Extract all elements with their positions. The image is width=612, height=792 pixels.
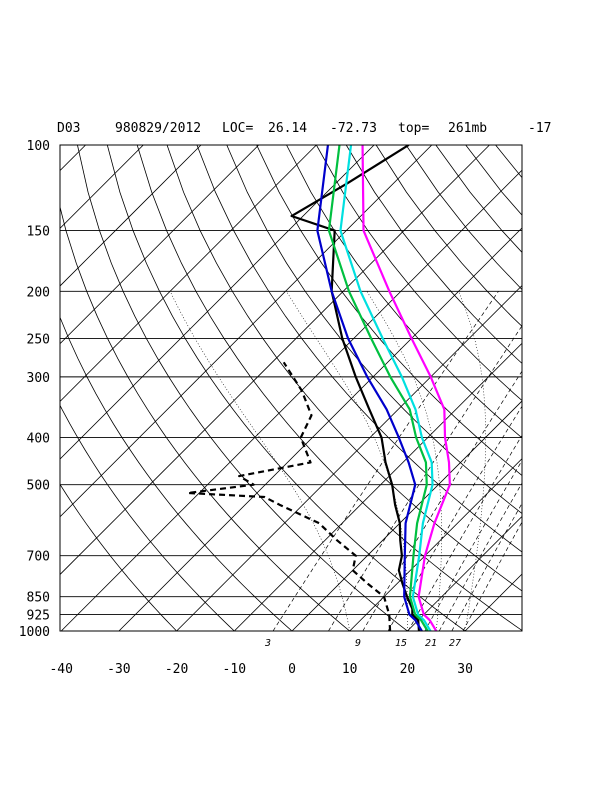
- mixing-ratio-line: [462, 521, 522, 631]
- isotherm-line: [176, 285, 522, 631]
- plot-frame: [59, 144, 523, 632]
- moist-adiabat-line: [458, 291, 486, 631]
- mixing-ratio-label: 3: [264, 638, 271, 649]
- pressure-tick-label: 300: [27, 371, 50, 386]
- isotherm-line: [291, 400, 522, 631]
- pressure-tick-label: 700: [27, 550, 50, 565]
- dry-adiabat-line: [495, 145, 522, 179]
- isotherm-line: [60, 169, 522, 631]
- moist-adiabat-line: [169, 291, 350, 631]
- isotherm-line: [60, 145, 259, 345]
- isotherm-line: [60, 145, 490, 576]
- isotherm-line: [60, 145, 375, 460]
- mixing-ratio-line: [328, 325, 522, 631]
- pressure-tick-label: 250: [27, 332, 50, 347]
- isobars: [60, 144, 522, 632]
- longitude-value: -72.73: [330, 121, 377, 136]
- dry-adiabat-line: [435, 145, 522, 253]
- dry-adiabat-line: [405, 145, 522, 291]
- dry-adiabat-line: [585, 145, 612, 631]
- isotherm-line: [349, 458, 522, 631]
- temperature-axis-labels: -40 -30 -20 -10 0 10 20 30: [49, 662, 472, 677]
- isotherm-line: [60, 145, 317, 402]
- dry-adiabat-line: [525, 145, 612, 631]
- isotherm-line: [407, 515, 522, 631]
- mixing-ratio-line: [424, 459, 522, 631]
- top-value: 261mb: [448, 121, 487, 136]
- extra-value: -17: [528, 121, 551, 136]
- pressure-tick-label: 1000: [19, 625, 50, 640]
- pressure-tick-label: 150: [27, 225, 50, 240]
- isotherm-line: [118, 227, 522, 631]
- dry-adiabat-line: [106, 145, 466, 631]
- isotherm-line: [60, 145, 433, 518]
- isotherm-line: [464, 573, 522, 631]
- moist-adiabat-line: [366, 291, 442, 631]
- mixing-ratio-line: [387, 405, 522, 631]
- dry-adiabat-line: [60, 316, 293, 631]
- temperature-tick-label: -40: [49, 662, 72, 677]
- loc-label: LOC=: [222, 121, 253, 136]
- isotherm-line: [60, 145, 202, 287]
- pressure-tick-label: 100: [27, 139, 50, 154]
- sounding-trace-0: [290, 145, 421, 631]
- sounding-trace-2: [361, 145, 451, 631]
- temperature-tick-label: -30: [107, 662, 130, 677]
- dry-adiabat-line: [345, 145, 522, 364]
- sounding-trace-1: [186, 361, 392, 631]
- mixing-ratio-line: [407, 434, 522, 631]
- mixing-ratio-line: [451, 502, 522, 631]
- mixing-ratio-label: 21: [425, 638, 437, 649]
- isotherm-line: [523, 145, 612, 631]
- isotherm-line: [0, 145, 28, 631]
- temperature-tick-label: 20: [400, 662, 416, 677]
- latitude-value: 26.14: [268, 121, 307, 136]
- dry-adiabat-line: [555, 145, 612, 631]
- sounding-trace-4: [327, 145, 429, 631]
- isotherm-line: [234, 342, 522, 631]
- background-lines: [0, 145, 612, 631]
- temperature-tick-label: 0: [288, 662, 296, 677]
- pressure-tick-label: 400: [27, 432, 50, 447]
- station-id: D03: [57, 121, 80, 136]
- mixing-ratio-line: [272, 291, 499, 631]
- sounding-trace-3: [339, 145, 434, 631]
- mixing-ratio-labels: 3 9 15 21 27: [264, 638, 461, 649]
- temperature-tick-label: 10: [342, 662, 358, 677]
- dry-adiabat-line: [465, 145, 522, 216]
- top-label: top=: [398, 121, 429, 136]
- sounding-trace-5: [316, 145, 423, 631]
- dry-adiabat-line: [286, 145, 522, 439]
- pressure-tick-label: 925: [27, 609, 50, 624]
- isotherm-line: [60, 145, 144, 229]
- pressure-tick-label: 200: [27, 285, 50, 300]
- temperature-tick-label: -10: [223, 662, 246, 677]
- pressure-tick-label: 500: [27, 479, 50, 494]
- dry-adiabat-line: [77, 145, 408, 631]
- temperature-tick-label: 30: [457, 662, 473, 677]
- sounding-datetime: 980829/2012: [115, 121, 201, 136]
- temperature-tick-label: -20: [165, 662, 188, 677]
- pressure-tick-label: 850: [27, 591, 50, 606]
- mixing-ratio-label: 9: [355, 638, 361, 649]
- isotherm-line: [581, 145, 612, 631]
- mixing-ratio-line: [362, 370, 522, 631]
- sounding-traces: [186, 145, 451, 631]
- mixing-ratio-label: 27: [449, 638, 461, 649]
- dry-adiabat-line: [375, 145, 522, 327]
- mixing-ratio-label: 15: [395, 638, 407, 649]
